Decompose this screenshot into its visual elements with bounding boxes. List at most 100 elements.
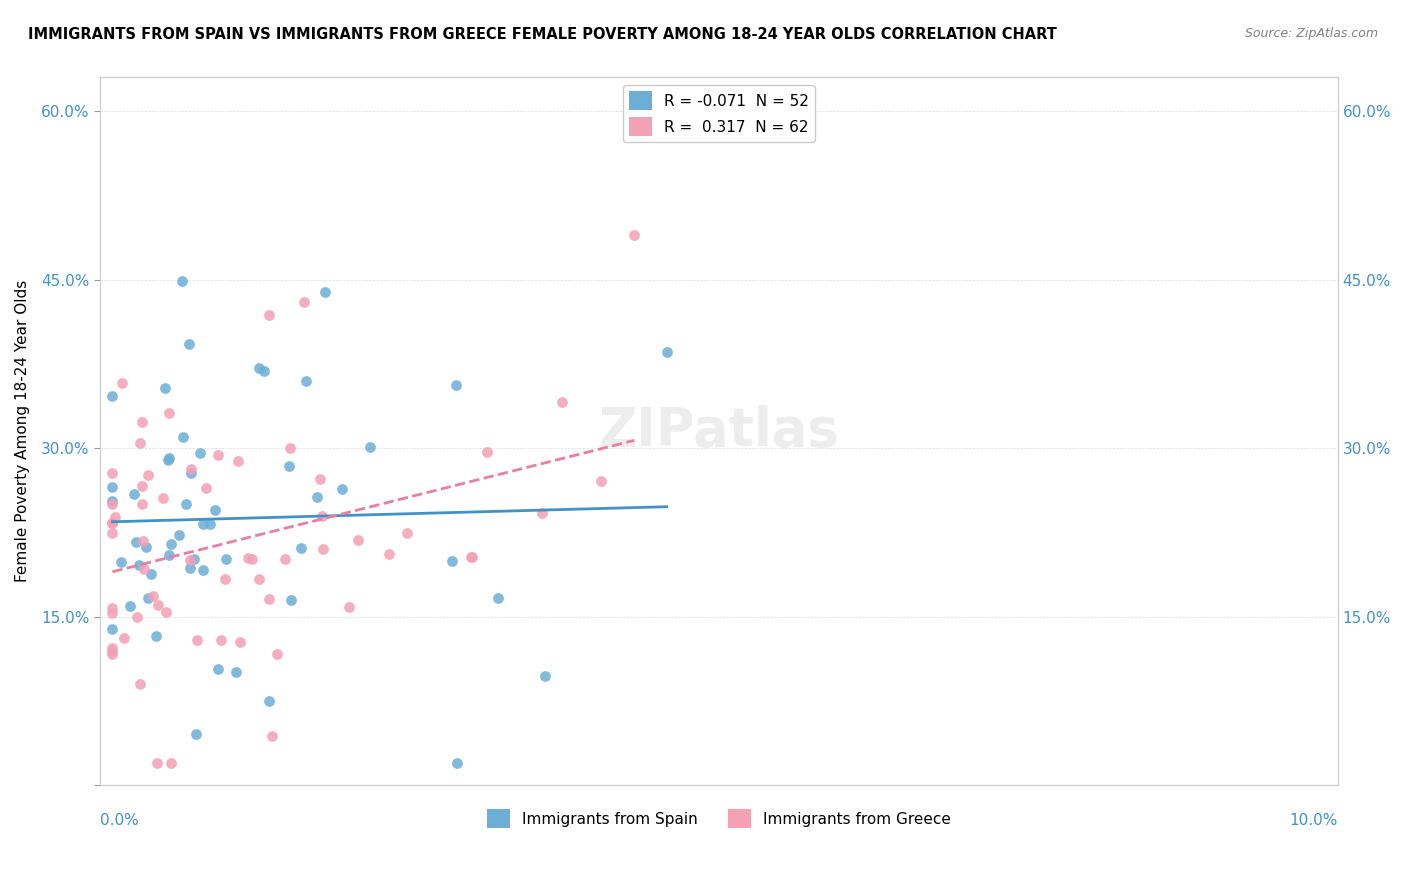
Point [290, 541, 312, 556]
Point [125, 609, 148, 624]
Point [207, 662, 229, 676]
Point [174, 497, 197, 511]
Point [160, 756, 183, 770]
Point [266, 647, 288, 661]
Point [337, 600, 360, 615]
Point [101, 644, 124, 658]
Point [191, 563, 214, 577]
Point [179, 552, 201, 566]
Point [534, 669, 557, 683]
Point [131, 415, 153, 429]
Point [259, 592, 281, 607]
Point [475, 445, 498, 459]
Point [193, 517, 215, 532]
Point [274, 552, 297, 566]
Point [101, 623, 124, 637]
Point [170, 274, 193, 288]
Point [186, 727, 208, 741]
Point [225, 665, 247, 679]
Point [101, 641, 124, 656]
Point [156, 453, 179, 467]
Point [207, 448, 229, 462]
Point [440, 554, 463, 568]
Point [148, 598, 170, 612]
Point [486, 591, 509, 606]
Point [139, 566, 162, 581]
Point [460, 549, 482, 564]
Point [160, 537, 183, 551]
Point [101, 516, 124, 531]
Point [531, 506, 554, 520]
Point [101, 526, 124, 541]
Point [142, 590, 165, 604]
Point [146, 756, 169, 770]
Point [101, 516, 124, 531]
Point [314, 285, 336, 299]
Point [359, 440, 381, 454]
Point [308, 472, 330, 486]
Point [131, 479, 153, 493]
Point [591, 474, 613, 488]
Point [236, 550, 259, 565]
Point [180, 462, 202, 476]
Point [257, 694, 280, 708]
Point [132, 562, 155, 576]
Y-axis label: Female Poverty Among 18-24 Year Olds: Female Poverty Among 18-24 Year Olds [15, 280, 30, 582]
Point [378, 547, 401, 561]
Point [110, 555, 132, 569]
Point [292, 294, 315, 309]
Text: Source: ZipAtlas.com: Source: ZipAtlas.com [1244, 27, 1378, 40]
Point [172, 430, 194, 444]
Point [307, 490, 329, 504]
Point [198, 516, 221, 531]
Point [179, 561, 201, 575]
Point [101, 480, 124, 494]
Point [101, 467, 124, 481]
Point [155, 605, 177, 619]
Point [128, 558, 150, 572]
Point [347, 533, 370, 548]
Point [101, 389, 124, 403]
Text: 10.0%: 10.0% [1289, 814, 1337, 829]
Point [214, 572, 236, 586]
Point [129, 436, 152, 450]
Text: 0.0%: 0.0% [100, 814, 139, 829]
Point [183, 552, 205, 566]
Point [623, 228, 645, 243]
Point [215, 552, 238, 566]
Point [136, 591, 159, 606]
Point [145, 629, 167, 643]
Point [153, 381, 176, 395]
Point [132, 534, 155, 549]
Point [104, 510, 127, 524]
Point [204, 503, 226, 517]
Text: IMMIGRANTS FROM SPAIN VS IMMIGRANTS FROM GREECE FEMALE POVERTY AMONG 18-24 YEAR : IMMIGRANTS FROM SPAIN VS IMMIGRANTS FROM… [28, 27, 1057, 42]
Point [157, 548, 180, 562]
Point [253, 364, 276, 378]
Legend: Immigrants from Spain, Immigrants from Greece: Immigrants from Spain, Immigrants from G… [481, 803, 957, 834]
Point [122, 487, 145, 501]
Point [136, 468, 159, 483]
Point [295, 375, 318, 389]
Point [129, 676, 152, 690]
Point [330, 482, 353, 496]
Text: ZIPatlas: ZIPatlas [599, 405, 839, 458]
Point [188, 446, 211, 460]
Point [277, 458, 299, 473]
Point [278, 442, 301, 456]
Point [131, 497, 153, 511]
Point [226, 454, 249, 468]
Point [180, 467, 202, 481]
Point [312, 542, 335, 557]
Point [247, 572, 270, 586]
Point [262, 729, 284, 743]
Point [101, 600, 124, 615]
Point [396, 525, 419, 540]
Point [446, 756, 468, 770]
Point [461, 550, 484, 565]
Point [444, 377, 467, 392]
Point [101, 496, 124, 510]
Point [179, 337, 201, 351]
Point [228, 635, 250, 649]
Point [194, 481, 217, 495]
